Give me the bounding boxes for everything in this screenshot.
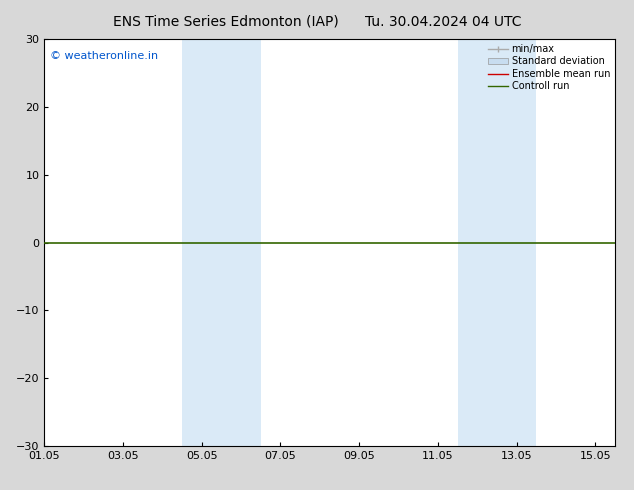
Bar <box>458 39 536 446</box>
Text: © weatheronline.in: © weatheronline.in <box>50 51 158 61</box>
Text: ENS Time Series Edmonton (IAP)      Tu. 30.04.2024 04 UTC: ENS Time Series Edmonton (IAP) Tu. 30.04… <box>113 15 521 29</box>
Bar <box>182 39 261 446</box>
Legend: min/max, Standard deviation, Ensemble mean run, Controll run: min/max, Standard deviation, Ensemble me… <box>486 42 612 93</box>
